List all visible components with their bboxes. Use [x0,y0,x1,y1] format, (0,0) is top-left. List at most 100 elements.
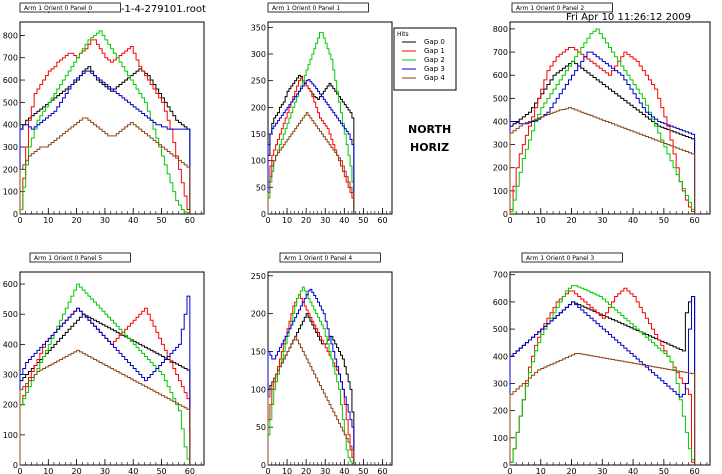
y-tick-label: 500 [3,98,18,107]
series-2-line [19,283,191,465]
y-tick-label: 0 [261,210,266,219]
y-tick-label: 250 [251,272,266,281]
series-0-line [509,60,696,214]
y-tick-label: 400 [493,117,508,126]
panel-5: Arm 1 Orient 0 Panel 3010020030040050060… [493,252,711,474]
y-tick-label: 800 [493,25,508,34]
panel-title: Arm 1 Orient 0 Panel 5 [34,255,102,262]
x-tick-label: 30 [597,216,607,225]
x-tick-label: 10 [536,467,546,474]
x-tick-label: 10 [282,216,292,225]
x-tick-label: 60 [377,467,387,474]
y-tick-label: 600 [493,298,508,307]
series-4-line [509,353,696,465]
plot-frame [267,21,393,215]
panel-0: Arm 1 Orient 0 Panel 0010020030040050060… [3,2,205,225]
legend-entry: Gap 3 [424,65,445,73]
x-tick-label: 20 [301,467,311,474]
series-1-line [19,39,191,214]
y-tick-label: 400 [493,352,508,361]
x-tick-label: 30 [597,467,607,474]
x-tick-label: 40 [339,467,349,474]
plot-frame [19,21,205,215]
x-tick-label: 50 [358,216,368,225]
y-tick-label: 0 [13,461,18,470]
y-tick-label: 400 [3,121,18,130]
panel-2: Arm 1 Orient 0 Panel 2 0 100 200 300 400 500 60… [493,2,711,225]
series-2-line [267,32,355,214]
y-tick-label: 50 [256,183,266,192]
series-0-line [509,295,696,465]
legend-entry: Gap 2 [424,56,445,64]
y-tick-label: 300 [493,141,508,150]
series-1-line [509,46,696,214]
y-tick-label: 500 [493,325,508,334]
y-tick-label: 0 [503,461,508,470]
y-tick-label: 500 [493,94,508,103]
series-4-line [509,107,696,214]
x-tick-label: 10 [536,216,546,225]
y-tick-label: 100 [493,187,508,196]
x-tick-label: 40 [339,216,349,225]
panel-title-box [279,252,381,263]
x-tick-label: 0 [265,216,270,225]
panel-4: Arm 1 Orient 0 Panel 4 0 50 100 150 200 250 0 10… [251,252,393,474]
x-tick-label: 20 [566,467,576,474]
panel-title-box [267,2,369,13]
plot-frame [19,271,205,466]
plot-frame [509,21,711,215]
x-tick-label: 60 [690,216,700,225]
panel-3: Arm 1 Orient 0 Panel 5010020030040050060… [3,252,205,474]
y-tick-label: 200 [3,401,18,410]
x-tick-label: 0 [507,467,512,474]
y-tick-label: 700 [493,271,508,280]
x-tick-label: 20 [72,467,82,474]
y-tick-label: 0 [261,461,266,470]
y-tick-label: 700 [493,48,508,57]
series-3-line [509,51,696,214]
y-tick-label: 350 [251,23,266,32]
series-4-line [19,117,191,214]
timestamp-label: Fri Apr 10 11:26:12 2009 [566,12,692,23]
panel-title: Arm 1 Orient 0 Panel 2 [516,5,584,12]
series-3-line [267,288,355,465]
y-tick-label: 300 [251,50,266,59]
legend-entry: Gap 0 [424,38,445,46]
x-tick-label: 30 [100,467,110,474]
series-2-line [509,285,696,465]
series-3-line [267,79,355,214]
x-tick-label: 50 [156,467,166,474]
series-1-line [19,307,191,465]
x-tick-label: 0 [265,467,270,474]
panel-title: Arm 1 Orient 0 Panel 4 [284,255,352,262]
x-tick-label: 60 [377,216,387,225]
panel-title: Arm 1 Orient 0 Panel 1 [272,5,340,12]
panel-1: Arm 1 Orient 0 Panel 1050100150200250300… [251,2,457,225]
legend-entry: Gap 1 [424,47,445,55]
y-tick-label: 100 [251,385,266,394]
x-tick-label: 60 [690,467,700,474]
y-tick-label: 500 [3,310,18,319]
x-tick-label: 40 [128,467,138,474]
plot-frame [509,271,711,466]
x-tick-label: 50 [358,467,368,474]
panel-title-box [521,252,623,263]
x-tick-label: 10 [282,467,292,474]
y-tick-label: 0 [503,210,508,219]
series-3-line [509,295,696,465]
y-tick-label: 100 [3,431,18,440]
x-tick-label: 30 [320,467,330,474]
horiz-label: HORIZ [410,141,450,154]
y-tick-label: 200 [3,165,18,174]
x-tick-label: 60 [185,216,195,225]
panel-title-box [511,2,613,13]
x-tick-label: 50 [659,216,669,225]
series-0-line [19,66,191,214]
legend-box [393,27,457,91]
y-tick-label: 200 [493,164,508,173]
panel-title: Arm 1 Orient 0 Panel 0 [24,5,92,12]
y-tick-label: 250 [251,77,266,86]
x-tick-label: 10 [43,467,53,474]
series-2-line [509,28,696,214]
